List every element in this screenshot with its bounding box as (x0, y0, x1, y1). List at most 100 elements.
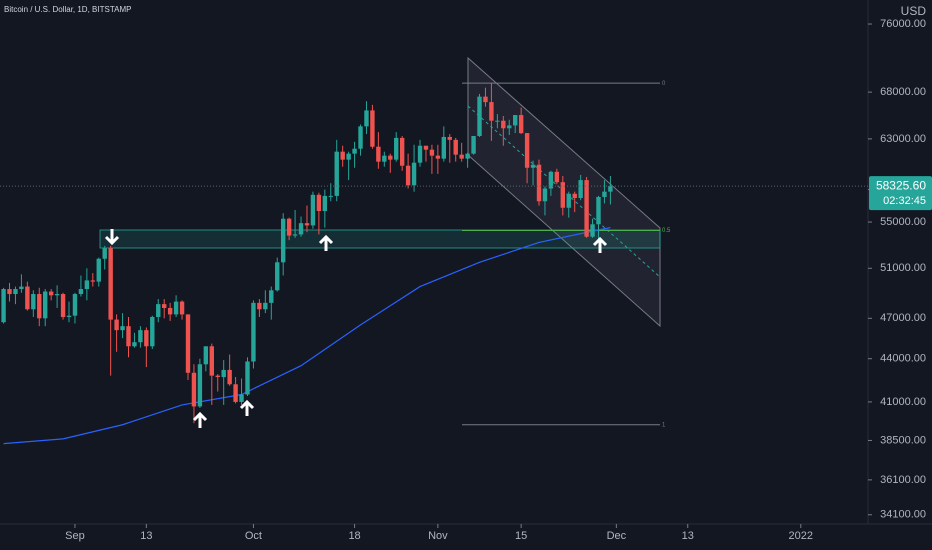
candle-body (423, 145, 429, 150)
candle-body (447, 136, 452, 140)
candle-body (554, 171, 560, 183)
price-label-box (869, 176, 932, 211)
candle-body (150, 316, 155, 347)
candle-body (394, 137, 399, 160)
candle-body (84, 280, 90, 290)
candle-body (590, 224, 595, 237)
candle-body (90, 280, 96, 282)
candle-body (530, 164, 536, 168)
candle-body (596, 196, 601, 225)
candle-body (316, 194, 322, 212)
candle-body (388, 155, 393, 160)
plot: 00.51 (0, 81, 868, 445)
x-tick-label: Sep (65, 530, 85, 542)
y-tick-label: 63000.00 (880, 133, 926, 145)
candle-body (298, 223, 304, 235)
candle-body (138, 330, 143, 343)
candle-body (156, 304, 161, 317)
candle-body (608, 186, 613, 192)
candle-body (78, 289, 84, 295)
up-arrow (592, 236, 608, 253)
x-tick-label: 2022 (789, 530, 813, 542)
candle-body (239, 394, 244, 402)
x-tick-label: Oct (245, 530, 262, 542)
candle-body (19, 286, 24, 290)
candle-body (352, 148, 357, 154)
candle-body (197, 364, 203, 407)
candle-body (173, 301, 179, 315)
candle-body (66, 315, 72, 317)
y-tick-label: 51000.00 (880, 262, 926, 274)
candle-body (108, 248, 113, 320)
candle-body (286, 218, 292, 236)
candle-body (126, 326, 131, 347)
candle-body (280, 218, 286, 263)
countdown: 02:32:45 (883, 195, 926, 207)
x-tick-label: 13 (140, 530, 152, 542)
candle-body (37, 294, 42, 319)
up-arrow (192, 411, 208, 428)
candle-body (340, 151, 345, 160)
candle-body (471, 135, 476, 154)
candle-body (441, 136, 447, 159)
fib-label: 0.5 (662, 228, 671, 234)
candle-body (489, 102, 494, 121)
candle-body (322, 195, 328, 212)
candle-body (48, 291, 54, 296)
chart-title: Bitcoin / U.S. Dollar, 1D, BITSTAMP (4, 5, 131, 14)
candle-body (7, 289, 12, 295)
candle-body (328, 195, 333, 197)
candle-body (43, 291, 48, 319)
candle-body (191, 372, 197, 407)
candle-body (60, 294, 66, 317)
candle-body (477, 96, 482, 136)
candle-body (364, 110, 369, 127)
fib-label: 0 (662, 81, 666, 87)
y-tick-label: 34100.00 (880, 509, 926, 521)
candle-body (572, 193, 577, 199)
y-tick-label: 68000.00 (880, 86, 926, 98)
candle-body (209, 346, 214, 376)
candle-body (518, 115, 524, 134)
candle-body (72, 294, 78, 316)
fib-label: 1 (662, 422, 666, 428)
candle-body (263, 302, 268, 310)
down-arrow (104, 229, 120, 246)
candle-body (501, 120, 506, 129)
candle-body (417, 145, 423, 163)
x-tick-label: Nov (428, 530, 448, 542)
candle-body (507, 125, 512, 129)
y-tick-label: 38500.00 (880, 434, 926, 446)
x-tick-label: 18 (348, 530, 360, 542)
candle-body (221, 369, 226, 378)
candle-body (179, 301, 185, 315)
up-arrow (318, 234, 334, 251)
candle-body (382, 155, 387, 162)
candle-body (114, 319, 119, 331)
candle-body (566, 193, 571, 208)
candle-body (435, 155, 441, 159)
candle-body (144, 330, 149, 347)
candle-body (13, 289, 18, 295)
candle-body (429, 149, 435, 156)
candle-body (1, 289, 6, 323)
candle-body (227, 369, 232, 385)
candle-body (459, 154, 464, 159)
candle-body (524, 133, 530, 168)
candle-body (185, 314, 191, 373)
candle-body (54, 294, 60, 296)
candle-body (495, 120, 500, 122)
candle-body (334, 151, 339, 196)
candle-body (399, 137, 405, 166)
candle-body (167, 307, 173, 315)
candle-body (96, 258, 101, 282)
y-tick-label: 36100.00 (880, 474, 926, 486)
candle-body (584, 180, 589, 237)
candle-body (245, 361, 250, 395)
candle-body (536, 164, 542, 202)
candle-body (203, 346, 209, 365)
candle-body (120, 326, 125, 331)
y-tick-label: 55000.00 (880, 216, 926, 228)
